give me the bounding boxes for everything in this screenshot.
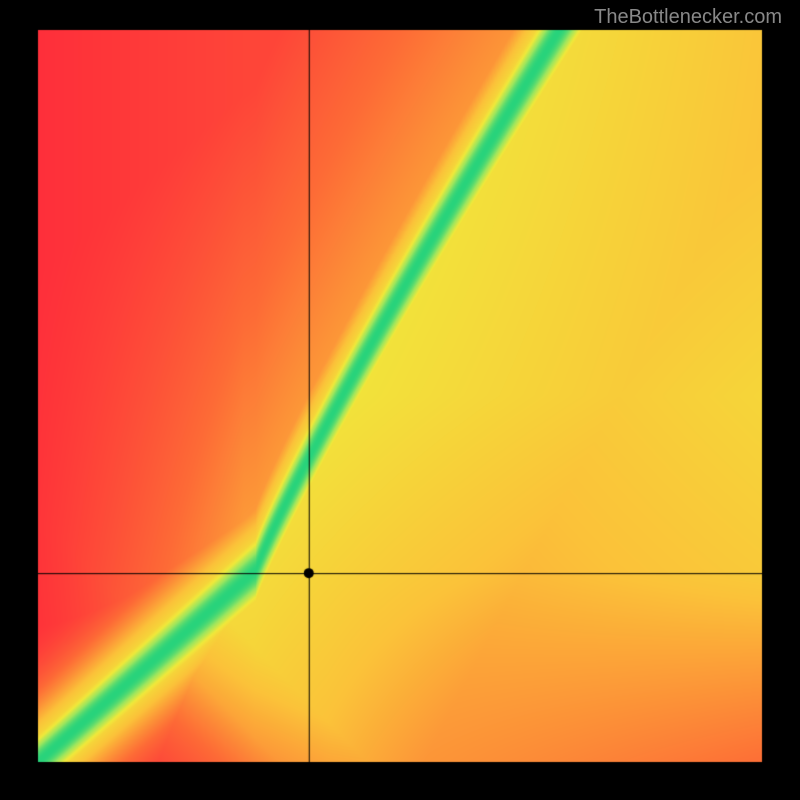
heatmap-canvas bbox=[0, 0, 800, 800]
watermark-text: TheBottlenecker.com bbox=[594, 6, 782, 29]
chart-container: TheBottlenecker.com bbox=[0, 0, 800, 800]
